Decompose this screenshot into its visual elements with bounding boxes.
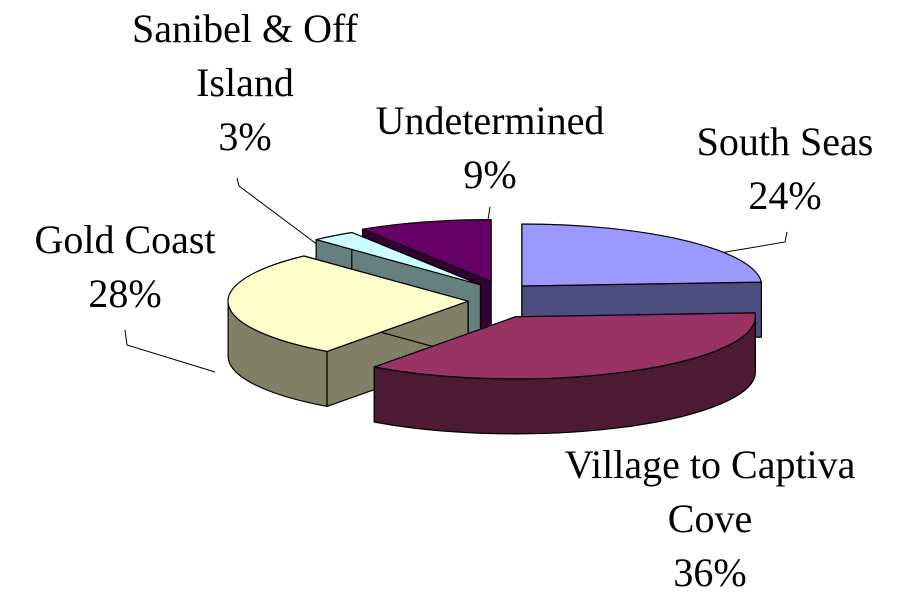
slice-label: Sanibel & Off Island 3%	[95, 2, 395, 164]
value-label: 3%	[218, 114, 272, 159]
slice-top	[373, 312, 756, 380]
leader-line	[124, 329, 216, 373]
category-label: Village to Captiva Cove	[564, 442, 856, 541]
value-label: 28%	[88, 271, 162, 316]
slice-top	[227, 255, 469, 352]
slice-label: Undetermined 9%	[340, 94, 640, 202]
slice	[227, 255, 469, 407]
leader-line	[719, 231, 788, 254]
category-label: Sanibel & Off Island	[132, 6, 358, 105]
value-label: 9%	[463, 152, 517, 197]
category-label: South Seas	[696, 119, 874, 164]
slice-top	[521, 223, 762, 287]
value-label: 24%	[748, 173, 822, 218]
slice	[373, 312, 756, 435]
slice-label: Village to Captiva Cove 36%	[520, 438, 900, 592]
slice-label: South Seas 24%	[630, 115, 912, 223]
slice-top	[361, 218, 492, 283]
category-label: Undetermined	[375, 98, 605, 143]
category-label: Gold Coast	[34, 217, 216, 262]
leader-line	[236, 177, 323, 249]
slice-top	[315, 231, 481, 286]
value-label: 36%	[673, 550, 747, 592]
slice-label: Gold Coast 28%	[0, 213, 250, 321]
